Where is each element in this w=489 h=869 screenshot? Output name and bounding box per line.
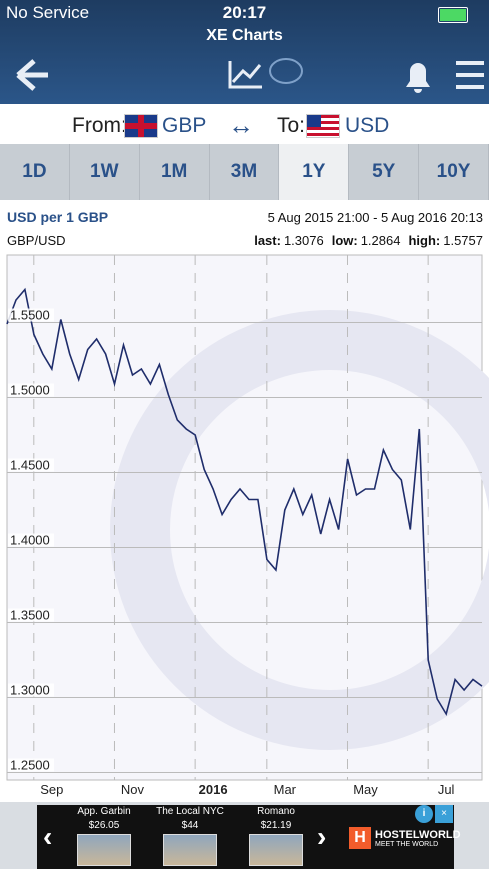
status-bar: No Service 20:17 (0, 0, 489, 26)
ad-banner[interactable]: ‹ › H HOSTELWORLD MEET THE WORLD i × App… (37, 805, 461, 869)
app-title: XE Charts (206, 27, 283, 44)
y-tick-label: 1.3000 (10, 683, 50, 698)
swap-button[interactable]: ↔ (228, 110, 254, 140)
range-tabs: 1D 1W 1M 3M 1Y 5Y 10Y (0, 144, 489, 201)
range-tab[interactable]: 1W (70, 144, 140, 200)
ad-brand: HOSTELWORLD (375, 829, 461, 841)
chart-header: USD per 1 GBP 5 Aug 2015 21:00 - 5 Aug 2… (0, 200, 489, 252)
ad-info[interactable]: i (415, 805, 433, 823)
chart-icon[interactable] (228, 61, 262, 89)
clock: 20:17 (222, 3, 267, 22)
ad-tagline: MEET THE WORLD (375, 841, 439, 848)
date-range: 5 Aug 2015 21:00 - 5 Aug 2016 20:13 (267, 210, 483, 225)
range-tab[interactable]: 1D (0, 144, 70, 200)
battery (438, 7, 468, 23)
stat-value: 1.5757 (443, 233, 483, 248)
toolbar (16, 58, 484, 93)
ad-item-price: $21.19 (260, 820, 292, 831)
y-tick-label: 1.5000 (10, 383, 50, 398)
ad-item-price: $26.05 (88, 820, 120, 831)
range-tab[interactable]: 1Y (279, 144, 350, 200)
from-label: From: (72, 114, 127, 137)
ad-item-price: $44 (181, 820, 199, 831)
range-tab[interactable]: 10Y (419, 144, 489, 200)
gbp-flag[interactable] (124, 114, 158, 138)
stat-label: last: (254, 233, 281, 248)
ad-item-name: The Local NYC (156, 806, 224, 817)
y-tick-bg (8, 383, 54, 397)
y-tick-bg (8, 533, 54, 547)
ad-item-name: Romano (257, 806, 295, 817)
y-tick-bg (8, 683, 54, 697)
x-tick-label: Sep (40, 782, 63, 797)
y-tick-label: 1.5500 (10, 308, 50, 323)
x-tick-label: May (353, 782, 378, 797)
to-label: To: (277, 114, 306, 137)
ad-item-image[interactable] (163, 834, 217, 866)
chart-title: USD per 1 GBP (7, 209, 109, 225)
range-tab[interactable]: 1M (140, 144, 210, 200)
y-tick-bg (8, 308, 54, 322)
from-currency[interactable]: GBP (162, 114, 207, 137)
usd-flag[interactable] (306, 114, 340, 138)
app-header: No Service 20:17 XE Charts (0, 0, 489, 104)
ad-close[interactable]: × (435, 805, 453, 823)
chart: Sep Nov 2016 Mar May Jul 1.2500 1.3000 1.3500 1.4… (0, 250, 489, 802)
ad-item-image[interactable] (249, 834, 303, 866)
y-tick-label: 1.4000 (10, 533, 50, 548)
y-tick-bg (8, 458, 54, 472)
range-tab[interactable]: 5Y (349, 144, 420, 200)
carrier: No Service (6, 3, 90, 22)
bell-icon[interactable] (406, 63, 430, 93)
stats: last: 1.3076 low: 1.2864 high: 1.5757 (246, 233, 483, 248)
ad-prev[interactable]: ‹ (43, 821, 53, 852)
stat-label: high: (408, 233, 441, 248)
converter: From: GBP ↔ To: USD (0, 104, 489, 144)
back-button[interactable] (16, 59, 48, 91)
stat-value: 1.2864 (360, 233, 401, 248)
ad-item-name: App. Garbin (77, 806, 131, 817)
pair: GBP/USD (7, 233, 66, 248)
y-tick-bg (8, 608, 54, 622)
y-tick-label: 1.2500 (10, 758, 50, 773)
ad-item-image[interactable] (77, 834, 131, 866)
x-tick-label: Jul (438, 782, 455, 797)
y-tick-label: 1.4500 (10, 458, 50, 473)
menu-button[interactable] (456, 61, 484, 89)
watermark (110, 310, 489, 750)
x-tick-label: Mar (274, 782, 297, 797)
range-tab[interactable]: 3M (210, 144, 280, 200)
x-tick-label: Nov (121, 782, 145, 797)
stat-label: low: (331, 233, 358, 248)
ad-logo: H (349, 827, 371, 849)
ad-next[interactable]: › (317, 821, 327, 852)
y-tick-label: 1.3500 (10, 608, 50, 623)
price-line (6, 287, 483, 717)
y-tick-bg (8, 758, 54, 772)
chat-icon[interactable] (269, 58, 303, 84)
to-currency[interactable]: USD (345, 114, 390, 137)
x-tick-label: 2016 (199, 782, 228, 797)
stat-value: 1.3076 (283, 233, 324, 248)
